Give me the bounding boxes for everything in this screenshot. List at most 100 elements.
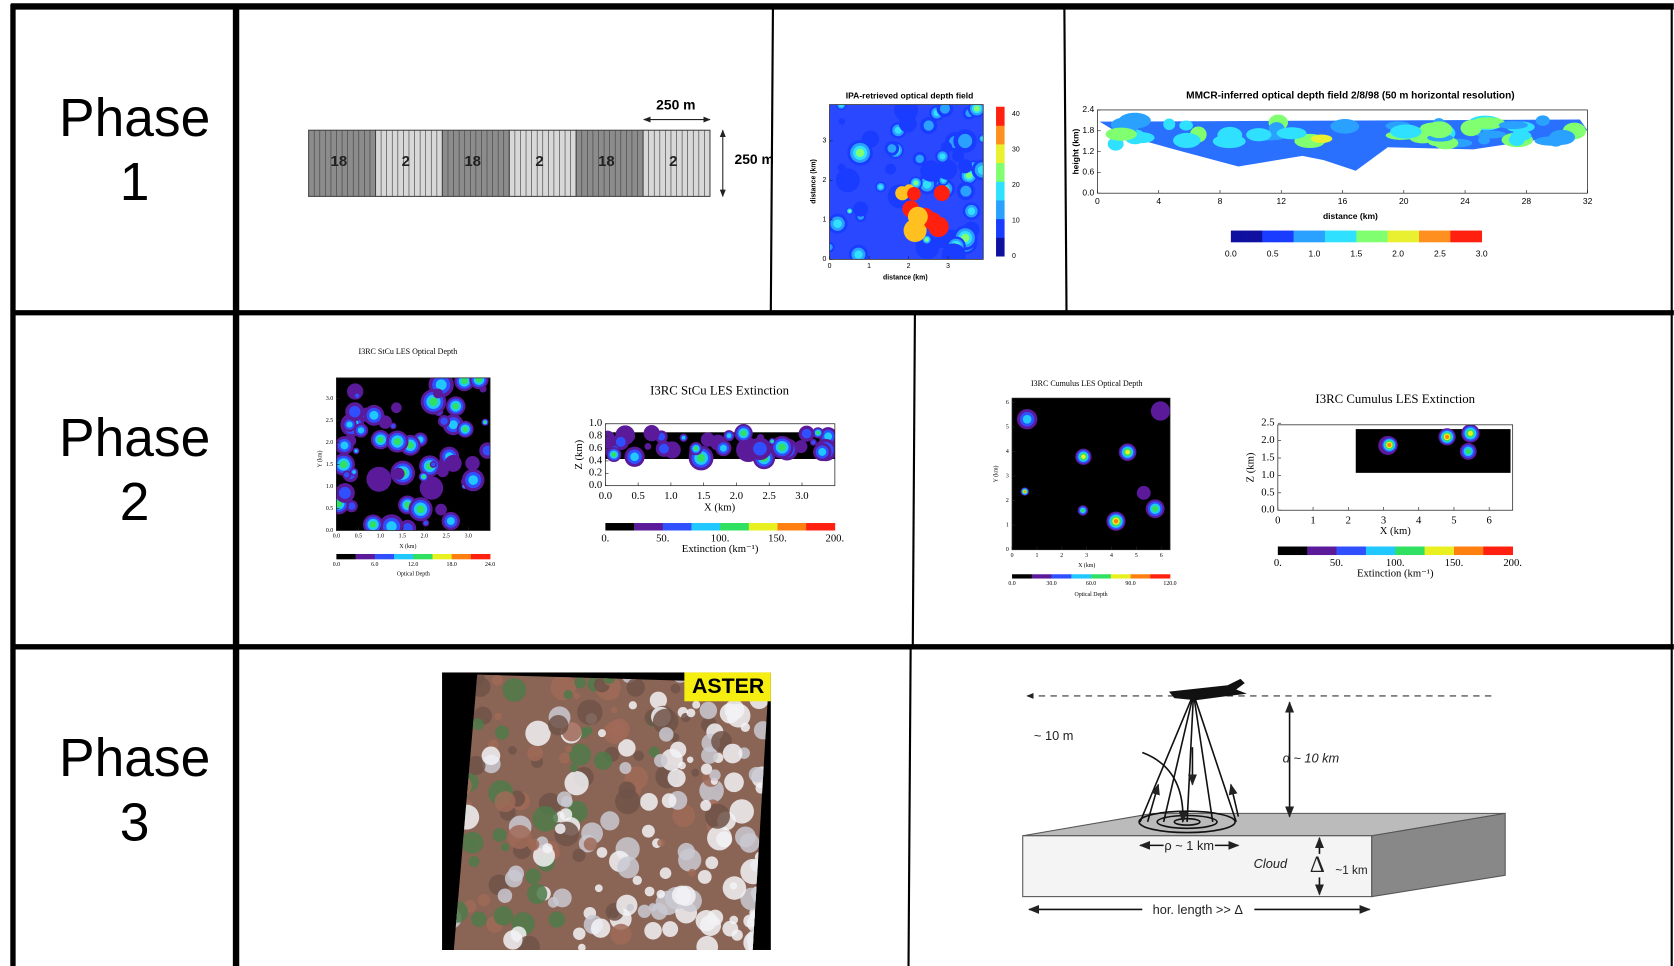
field-blob <box>939 153 945 159</box>
field-blob <box>978 165 987 174</box>
image-texture <box>616 895 637 916</box>
colorbar-cell <box>1483 547 1498 556</box>
segment-label: 2 <box>669 153 677 170</box>
field-blob <box>1387 443 1391 447</box>
y-tick-label: 4 <box>1006 449 1009 455</box>
image-texture <box>559 753 570 764</box>
field-blob <box>1081 509 1084 512</box>
cloud-cell <box>1163 119 1175 130</box>
image-texture <box>501 843 510 852</box>
colorbar-cell <box>1381 547 1396 556</box>
cloud-cell <box>1173 133 1201 148</box>
colorbar-cell <box>1341 231 1357 243</box>
segment-label: 18 <box>464 153 481 170</box>
colorbar-tick-label: 120.0 <box>1163 581 1176 587</box>
image-texture <box>594 752 612 770</box>
image-texture <box>692 701 700 709</box>
field-blob <box>907 187 921 201</box>
field-blob <box>440 417 447 424</box>
field-blob <box>794 440 807 453</box>
phase-label: 2 <box>120 473 150 532</box>
field-blob <box>616 437 626 447</box>
image-texture <box>495 726 509 740</box>
x-tick-label: 4 <box>1416 514 1422 526</box>
field-blob <box>853 201 868 216</box>
image-texture <box>696 936 718 958</box>
image-texture <box>730 799 754 823</box>
colorbar-cell <box>1131 574 1141 578</box>
x-tick-label: 24 <box>1460 196 1470 206</box>
y-tick-label: 6 <box>1006 400 1009 406</box>
image-texture <box>574 693 581 700</box>
field-blob <box>1114 519 1118 523</box>
cloud-cell <box>1179 121 1193 131</box>
width-label: 250 m <box>656 96 695 112</box>
field-blob <box>974 106 980 112</box>
image-texture <box>495 791 516 812</box>
image-texture <box>493 828 507 842</box>
colorbar-tick-label: 60.0 <box>1086 581 1096 587</box>
colorbar-tick-label: 30.0 <box>1046 581 1056 587</box>
field-blob <box>958 134 972 148</box>
colorbar-cell <box>1042 574 1052 578</box>
y-tick-label: 1.8 <box>1082 125 1094 135</box>
image-texture <box>584 837 597 850</box>
x-tick-label: 1 <box>1310 514 1315 526</box>
colorbar-cell <box>1022 574 1032 578</box>
image-texture <box>722 921 738 937</box>
colorbar-cell <box>1403 231 1419 243</box>
field-blob <box>854 250 862 258</box>
field-blob <box>484 421 486 423</box>
page: {"phases":[{"label":["Phase","1"]},{"lab… <box>0 0 1674 966</box>
x-tick-label: 1 <box>867 263 871 270</box>
image-texture <box>626 678 644 696</box>
image-texture <box>696 910 717 931</box>
field-blob <box>682 436 685 439</box>
colorbar-cell <box>996 107 1005 117</box>
colorbar-cell <box>734 523 749 530</box>
slide: ~ 10 m d ~ 10 km ρ ~ 1 km Cloud Δ ~1 km … <box>0 0 1674 966</box>
field-blob <box>839 118 846 125</box>
cloud-cell <box>1478 136 1490 145</box>
colorbar-cell <box>471 554 481 559</box>
colorbar-cell <box>677 523 692 530</box>
colorbar-cell <box>1160 574 1170 578</box>
cloud-cell <box>1246 128 1271 141</box>
colorbar-cell <box>1454 547 1469 556</box>
image-texture <box>645 887 655 897</box>
field-blob <box>848 210 850 212</box>
y-tick-label: 1.0 <box>1261 469 1274 481</box>
y-tick-label: 0.5 <box>326 506 333 512</box>
plot-area <box>1278 424 1513 510</box>
image-texture <box>494 713 501 720</box>
field-blob <box>771 440 773 442</box>
image-texture <box>633 876 642 885</box>
field-blob <box>394 438 401 445</box>
colorbar-cell <box>792 523 807 530</box>
y-tick-label: 1.0 <box>326 484 333 490</box>
x-axis-label: distance (km) <box>883 274 928 281</box>
colorbar-tick-label: 30 <box>1012 147 1020 154</box>
field-blob <box>349 406 360 417</box>
segment-label: 18 <box>331 153 348 170</box>
field-blob <box>644 425 660 441</box>
colorbar-cell <box>1278 547 1293 556</box>
colorbar-cell <box>1498 547 1513 556</box>
colorbar-tick-label: 12.0 <box>408 562 418 568</box>
field-blob <box>1152 506 1158 512</box>
field-blob <box>720 445 727 452</box>
colorbar-cell <box>996 200 1005 210</box>
image-texture <box>508 866 524 882</box>
field-blob <box>340 461 348 469</box>
colorbar-cell <box>452 554 462 559</box>
colorbar-cell <box>1410 547 1425 556</box>
x-tick-label: 0 <box>828 263 832 270</box>
colorbar-cell <box>996 153 1005 163</box>
field-blob <box>600 431 615 446</box>
field-blob <box>981 137 985 141</box>
image-texture <box>565 745 572 752</box>
y-tick-label: 1 <box>1006 523 1009 529</box>
colorbar-cell <box>996 247 1005 257</box>
colorbar-cell <box>1356 231 1372 243</box>
y-tick-label: 1.5 <box>1261 451 1274 463</box>
